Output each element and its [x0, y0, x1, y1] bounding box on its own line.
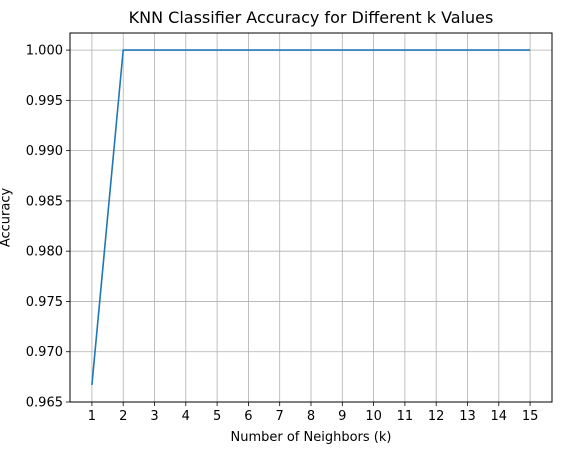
- x-tick-label: 9: [338, 409, 346, 424]
- x-tick-label: 8: [307, 409, 315, 424]
- x-tick-label: 11: [397, 409, 414, 424]
- y-tick-label: 0.980: [26, 245, 63, 260]
- x-tick-label: 10: [365, 409, 382, 424]
- x-tick-label: 14: [491, 409, 508, 424]
- y-tick-label: 0.985: [26, 194, 63, 209]
- y-tick-label: 1.000: [26, 44, 63, 59]
- y-axis-label: Accuracy: [0, 188, 14, 248]
- series-line: [91, 49, 531, 385]
- series-layer: [91, 49, 531, 385]
- x-axis-label: Number of Neighbors (k): [231, 430, 392, 445]
- x-tick-label: 7: [276, 409, 284, 424]
- y-tick-label: 0.975: [26, 295, 63, 310]
- x-tick-label: 5: [213, 409, 221, 424]
- ticks: 1 2 3 4 5 6 7 8 9 10 11 12 13 14 150.9650.9700.9750.98…: [26, 44, 539, 424]
- y-tick-label: 0.970: [26, 345, 63, 360]
- x-tick-label: 13: [459, 409, 476, 424]
- x-tick-label: 4: [182, 409, 190, 424]
- x-tick-label: 6: [244, 409, 252, 424]
- chart-title: KNN Classifier Accuracy for Different k …: [129, 8, 494, 27]
- y-tick-label: 0.990: [26, 144, 63, 159]
- x-tick-label: 15: [522, 409, 539, 424]
- y-tick-label: 0.995: [26, 94, 63, 109]
- x-tick-label: 12: [428, 409, 445, 424]
- x-tick-label: 1: [88, 409, 96, 424]
- x-tick-label: 3: [150, 409, 158, 424]
- y-tick-label: 0.965: [26, 396, 63, 411]
- x-tick-label: 2: [119, 409, 127, 424]
